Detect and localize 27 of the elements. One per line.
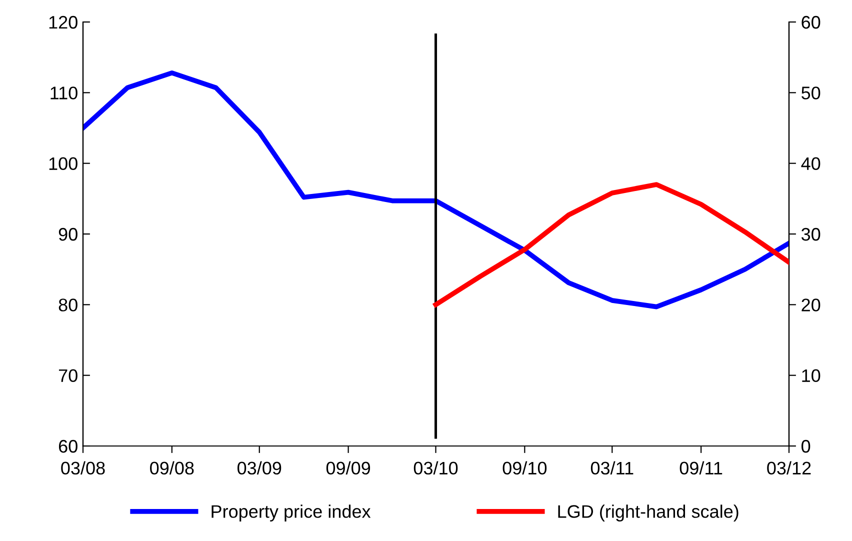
x-tick-label: 03/10 — [414, 461, 458, 475]
y2-tick-label: 20 — [802, 298, 820, 312]
y-tick-label: 110 — [50, 86, 78, 100]
y2-tick-label: 60 — [802, 16, 820, 29]
x-tick-label: 03/09 — [237, 461, 282, 475]
y2-tick-label: 0 — [802, 440, 810, 453]
y-tick-label: 70 — [58, 369, 78, 382]
y-tick-label: 80 — [58, 298, 78, 312]
y-tick-label: 90 — [58, 228, 78, 241]
x-tick-label: 09/08 — [150, 461, 194, 475]
y-tick-label: 120 — [49, 16, 78, 29]
legend-label: Property price index — [212, 504, 371, 522]
y2-tick-label: 10 — [802, 369, 820, 382]
y2-tick-label: 40 — [801, 157, 820, 170]
x-tick-label: 09/11 — [680, 461, 722, 475]
y2-tick-label: 50 — [802, 86, 820, 100]
line-series — [433, 182, 789, 308]
line-series — [83, 70, 789, 310]
x-tick-label: 09/09 — [326, 461, 370, 475]
legend-label: LGD (right-hand scale) — [558, 504, 738, 522]
y2-tick-label: 30 — [801, 228, 820, 241]
x-tick-label: 03/11 — [590, 461, 634, 475]
x-tick-label: 03/08 — [61, 461, 105, 475]
y-tick-label: 60 — [58, 440, 78, 453]
x-tick-label: 09/10 — [502, 461, 547, 475]
y-tick-label: 100 — [49, 157, 78, 170]
x-tick-label: 03/12 — [767, 461, 811, 475]
